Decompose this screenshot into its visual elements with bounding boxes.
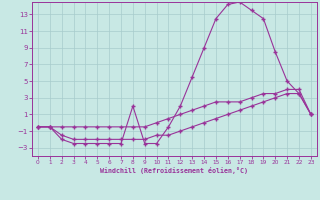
X-axis label: Windchill (Refroidissement éolien,°C): Windchill (Refroidissement éolien,°C)	[100, 167, 248, 174]
